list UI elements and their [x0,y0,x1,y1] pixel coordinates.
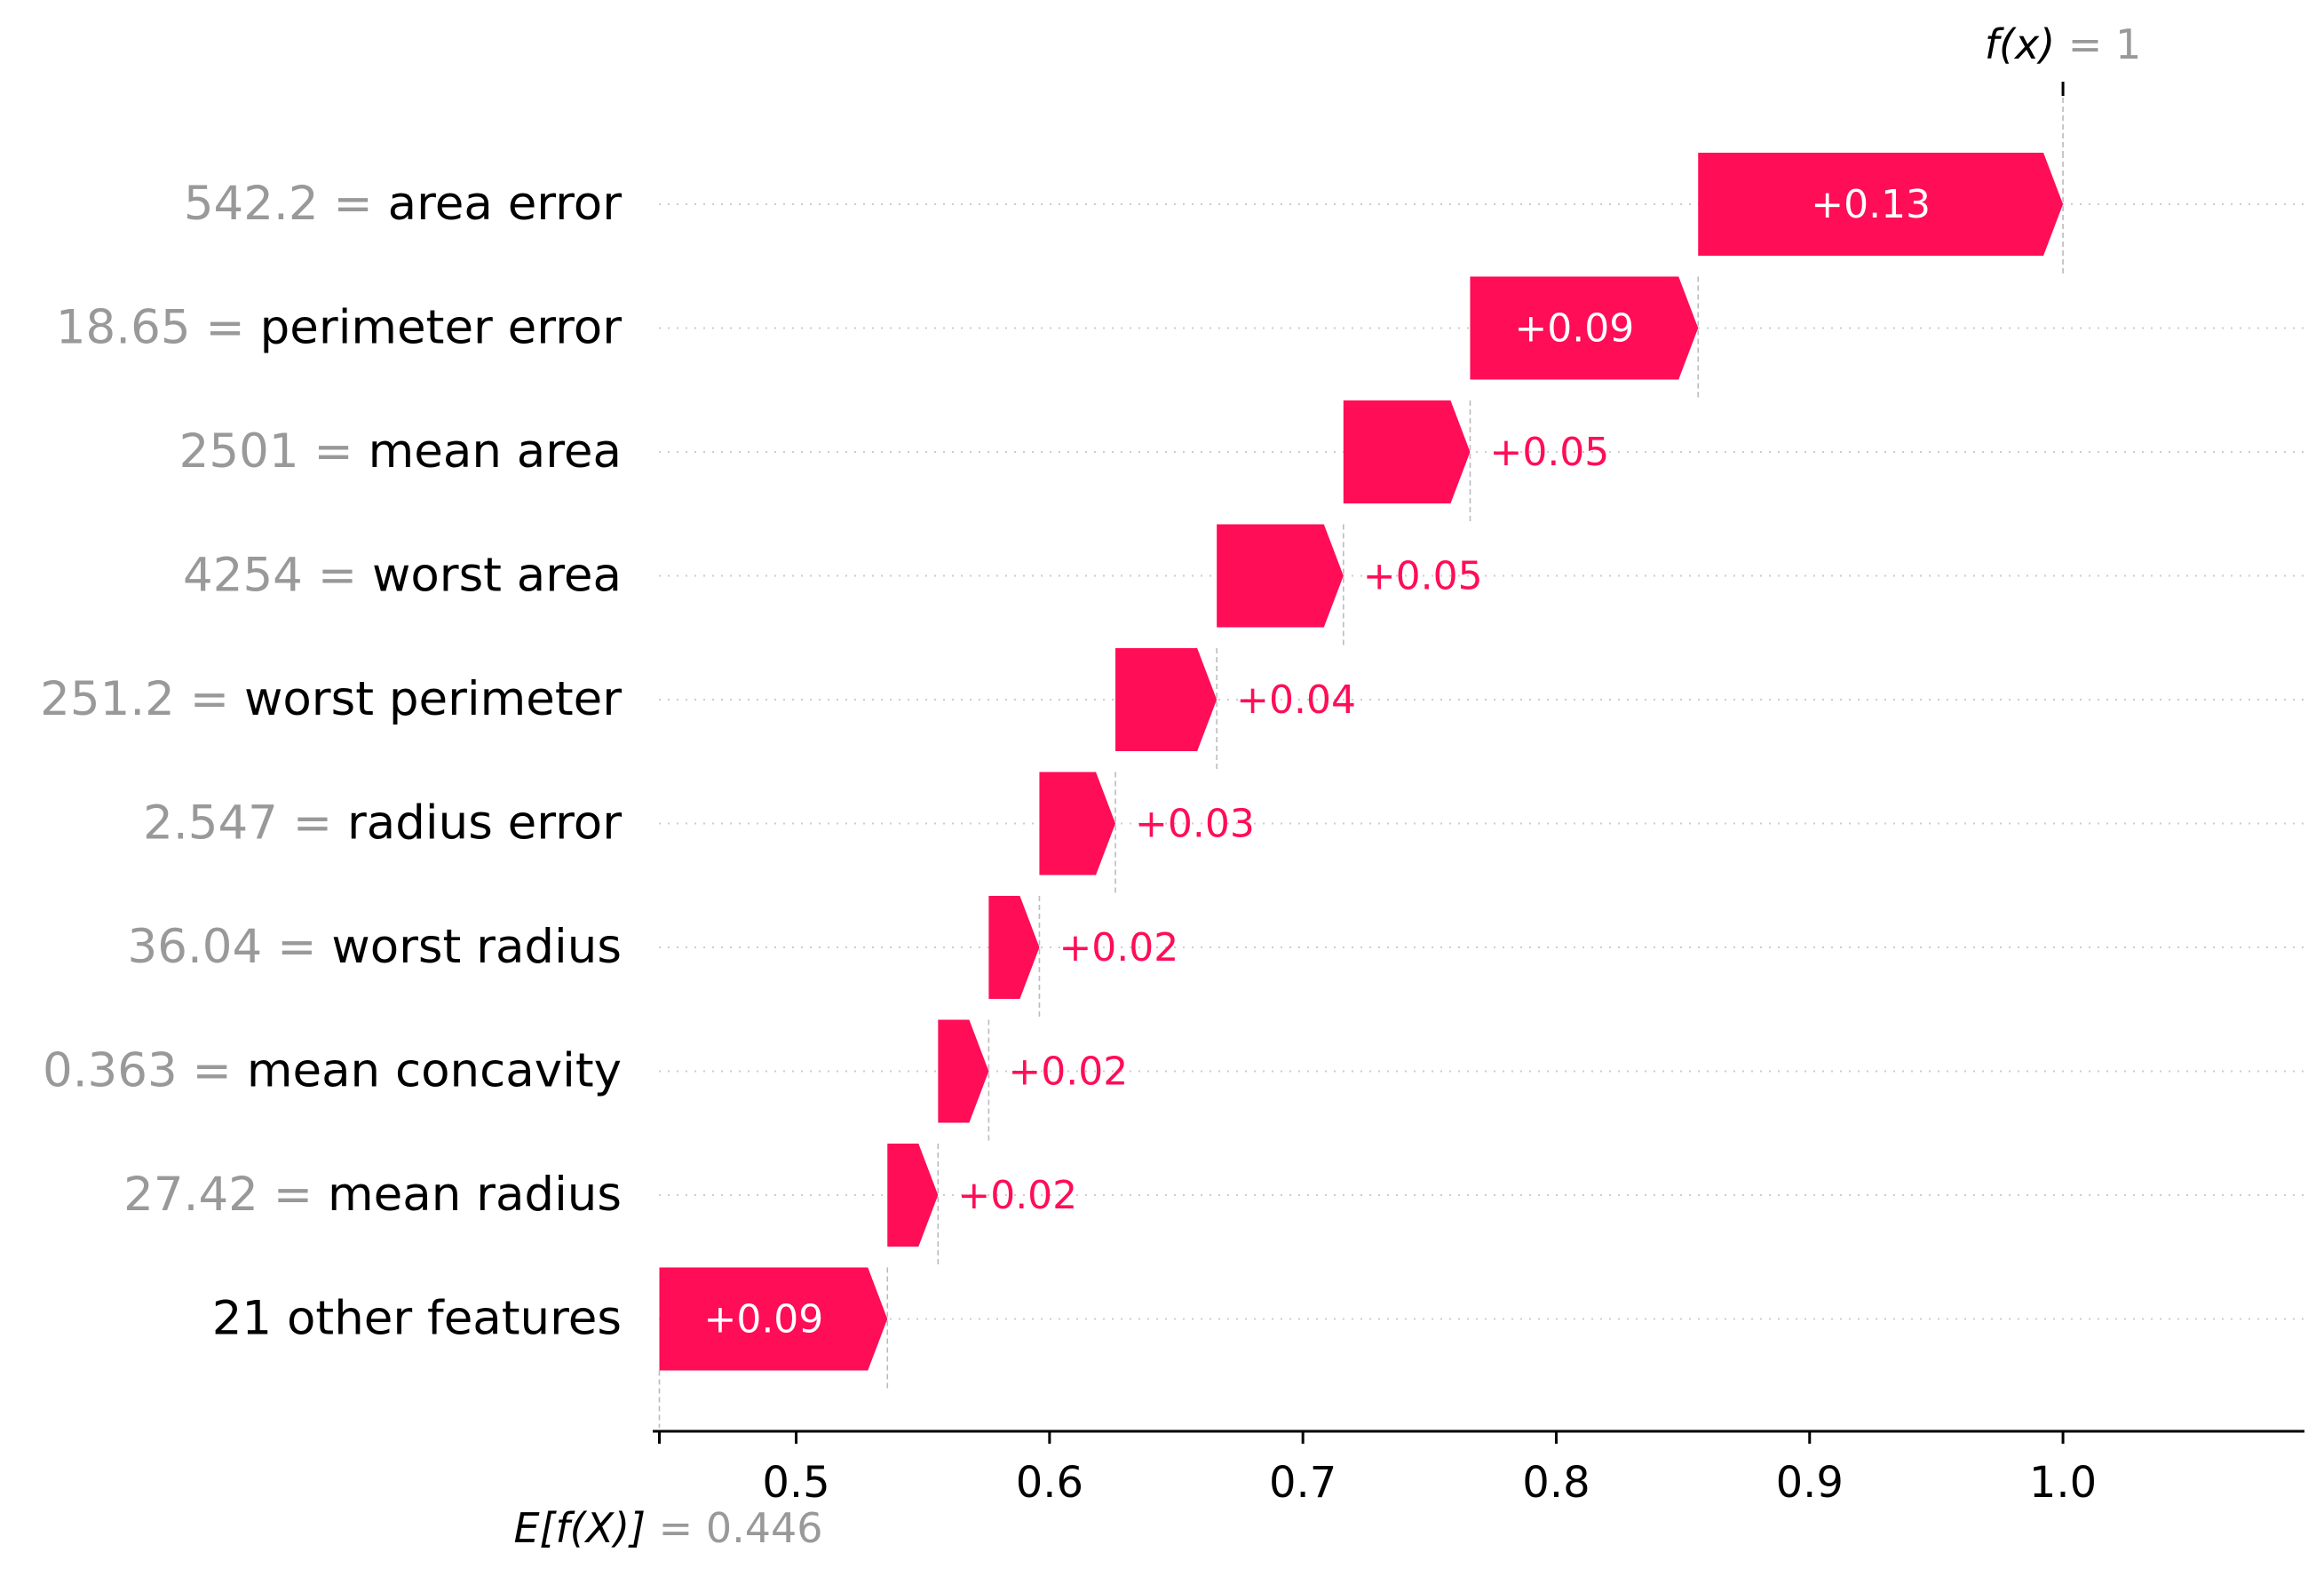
bar-worst-area [1217,524,1344,628]
bar-worst-radius [988,896,1040,999]
x-tick-label: 0.9 [1776,1458,1844,1508]
feature-label: 251.2 = worst perimeter [40,672,622,726]
labels: +0.13 542.2 = area error +0.09 18.65 = peri… [40,20,2141,1346]
bar-value-label: +0.02 [1059,925,1178,970]
feature-label: 542.2 = area error [184,177,622,231]
bar-value-label: +0.03 [1135,802,1255,847]
feature-label: 2.547 = radius error [143,796,622,851]
bar-value-label: +0.09 [1514,306,1634,352]
x-tick-label: 0.7 [1269,1458,1336,1508]
bar-mean-radius [887,1144,939,1247]
bar-perimeter-error [1470,276,1699,380]
bar-value-label: +0.02 [957,1173,1077,1218]
feature-label: 0.363 = mean concavity [43,1044,622,1098]
bar-radius-error [1039,772,1116,875]
bar-mean-area [1343,400,1471,503]
feature-label: 36.04 = worst radius [128,920,623,974]
x-axis: 0.5 0.6 0.7 0.8 0.9 1.0 E[f(X)] = 0.446 [513,82,2304,1552]
bars [659,153,2064,1371]
bar-21-other-features [659,1267,888,1371]
x-tick-label: 1.0 [2029,1458,2097,1508]
final-value-label: f(x) = 1 [1985,20,2141,68]
bar-value-label: +0.05 [1489,430,1609,475]
feature-label: 27.42 = mean radius [123,1168,622,1222]
feature-label: 21 other features [212,1292,622,1346]
bar-value-label: +0.13 [1811,182,1931,227]
feature-label: 2501 = mean area [179,424,622,479]
x-tick-label: 0.8 [1522,1458,1590,1508]
connector-lines [658,98,2064,1428]
bar-value-label: +0.04 [1236,677,1356,723]
bar-worst-perimeter [1115,648,1218,751]
x-tick-label: 0.6 [1016,1458,1083,1508]
base-value-label: E[f(X)] = 0.446 [513,1504,822,1552]
bar-value-label: +0.09 [703,1297,823,1342]
x-tick-label: 0.5 [762,1458,829,1508]
feature-label: 18.65 = perimeter error [56,301,622,355]
bar-value-label: +0.02 [1008,1049,1128,1095]
bar-area-error [1698,153,2064,256]
bar-value-label: +0.05 [1363,554,1483,599]
bar-mean-concavity [938,1019,989,1123]
feature-label: 4254 = worst area [183,549,622,603]
